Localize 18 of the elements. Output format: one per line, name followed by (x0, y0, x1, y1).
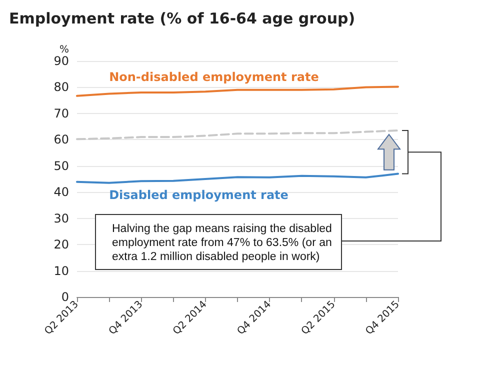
y-tick-label: 40 (54, 185, 69, 200)
y-tick-label: 10 (54, 264, 69, 278)
line-series (76, 86, 399, 97)
y-tick-label: 60 (54, 132, 69, 147)
y-tick-label: 30 (54, 211, 69, 226)
y-tick-label: 50 (54, 158, 69, 173)
series-label: Non-disabled employment rate (109, 70, 319, 84)
y-tick-label: 90 (54, 54, 69, 68)
y-tick-label: 80 (54, 80, 69, 94)
y-tick-label: 20 (54, 238, 69, 252)
line-series (76, 129, 399, 140)
y-axis-title: % (59, 44, 69, 56)
annotation: Halving the gap means raising the disabled employment rate from 47% to 63.5% (or an extra 1.2 million disabled people in work) (112, 222, 333, 264)
line-series (76, 172, 399, 184)
series-label: Disabled employment rate (109, 188, 288, 202)
y-tick-label: 0 (61, 290, 69, 304)
y-tick-label: 70 (54, 106, 69, 120)
chart-title: Employment rate (% of 16-64 age group) (9, 10, 356, 28)
